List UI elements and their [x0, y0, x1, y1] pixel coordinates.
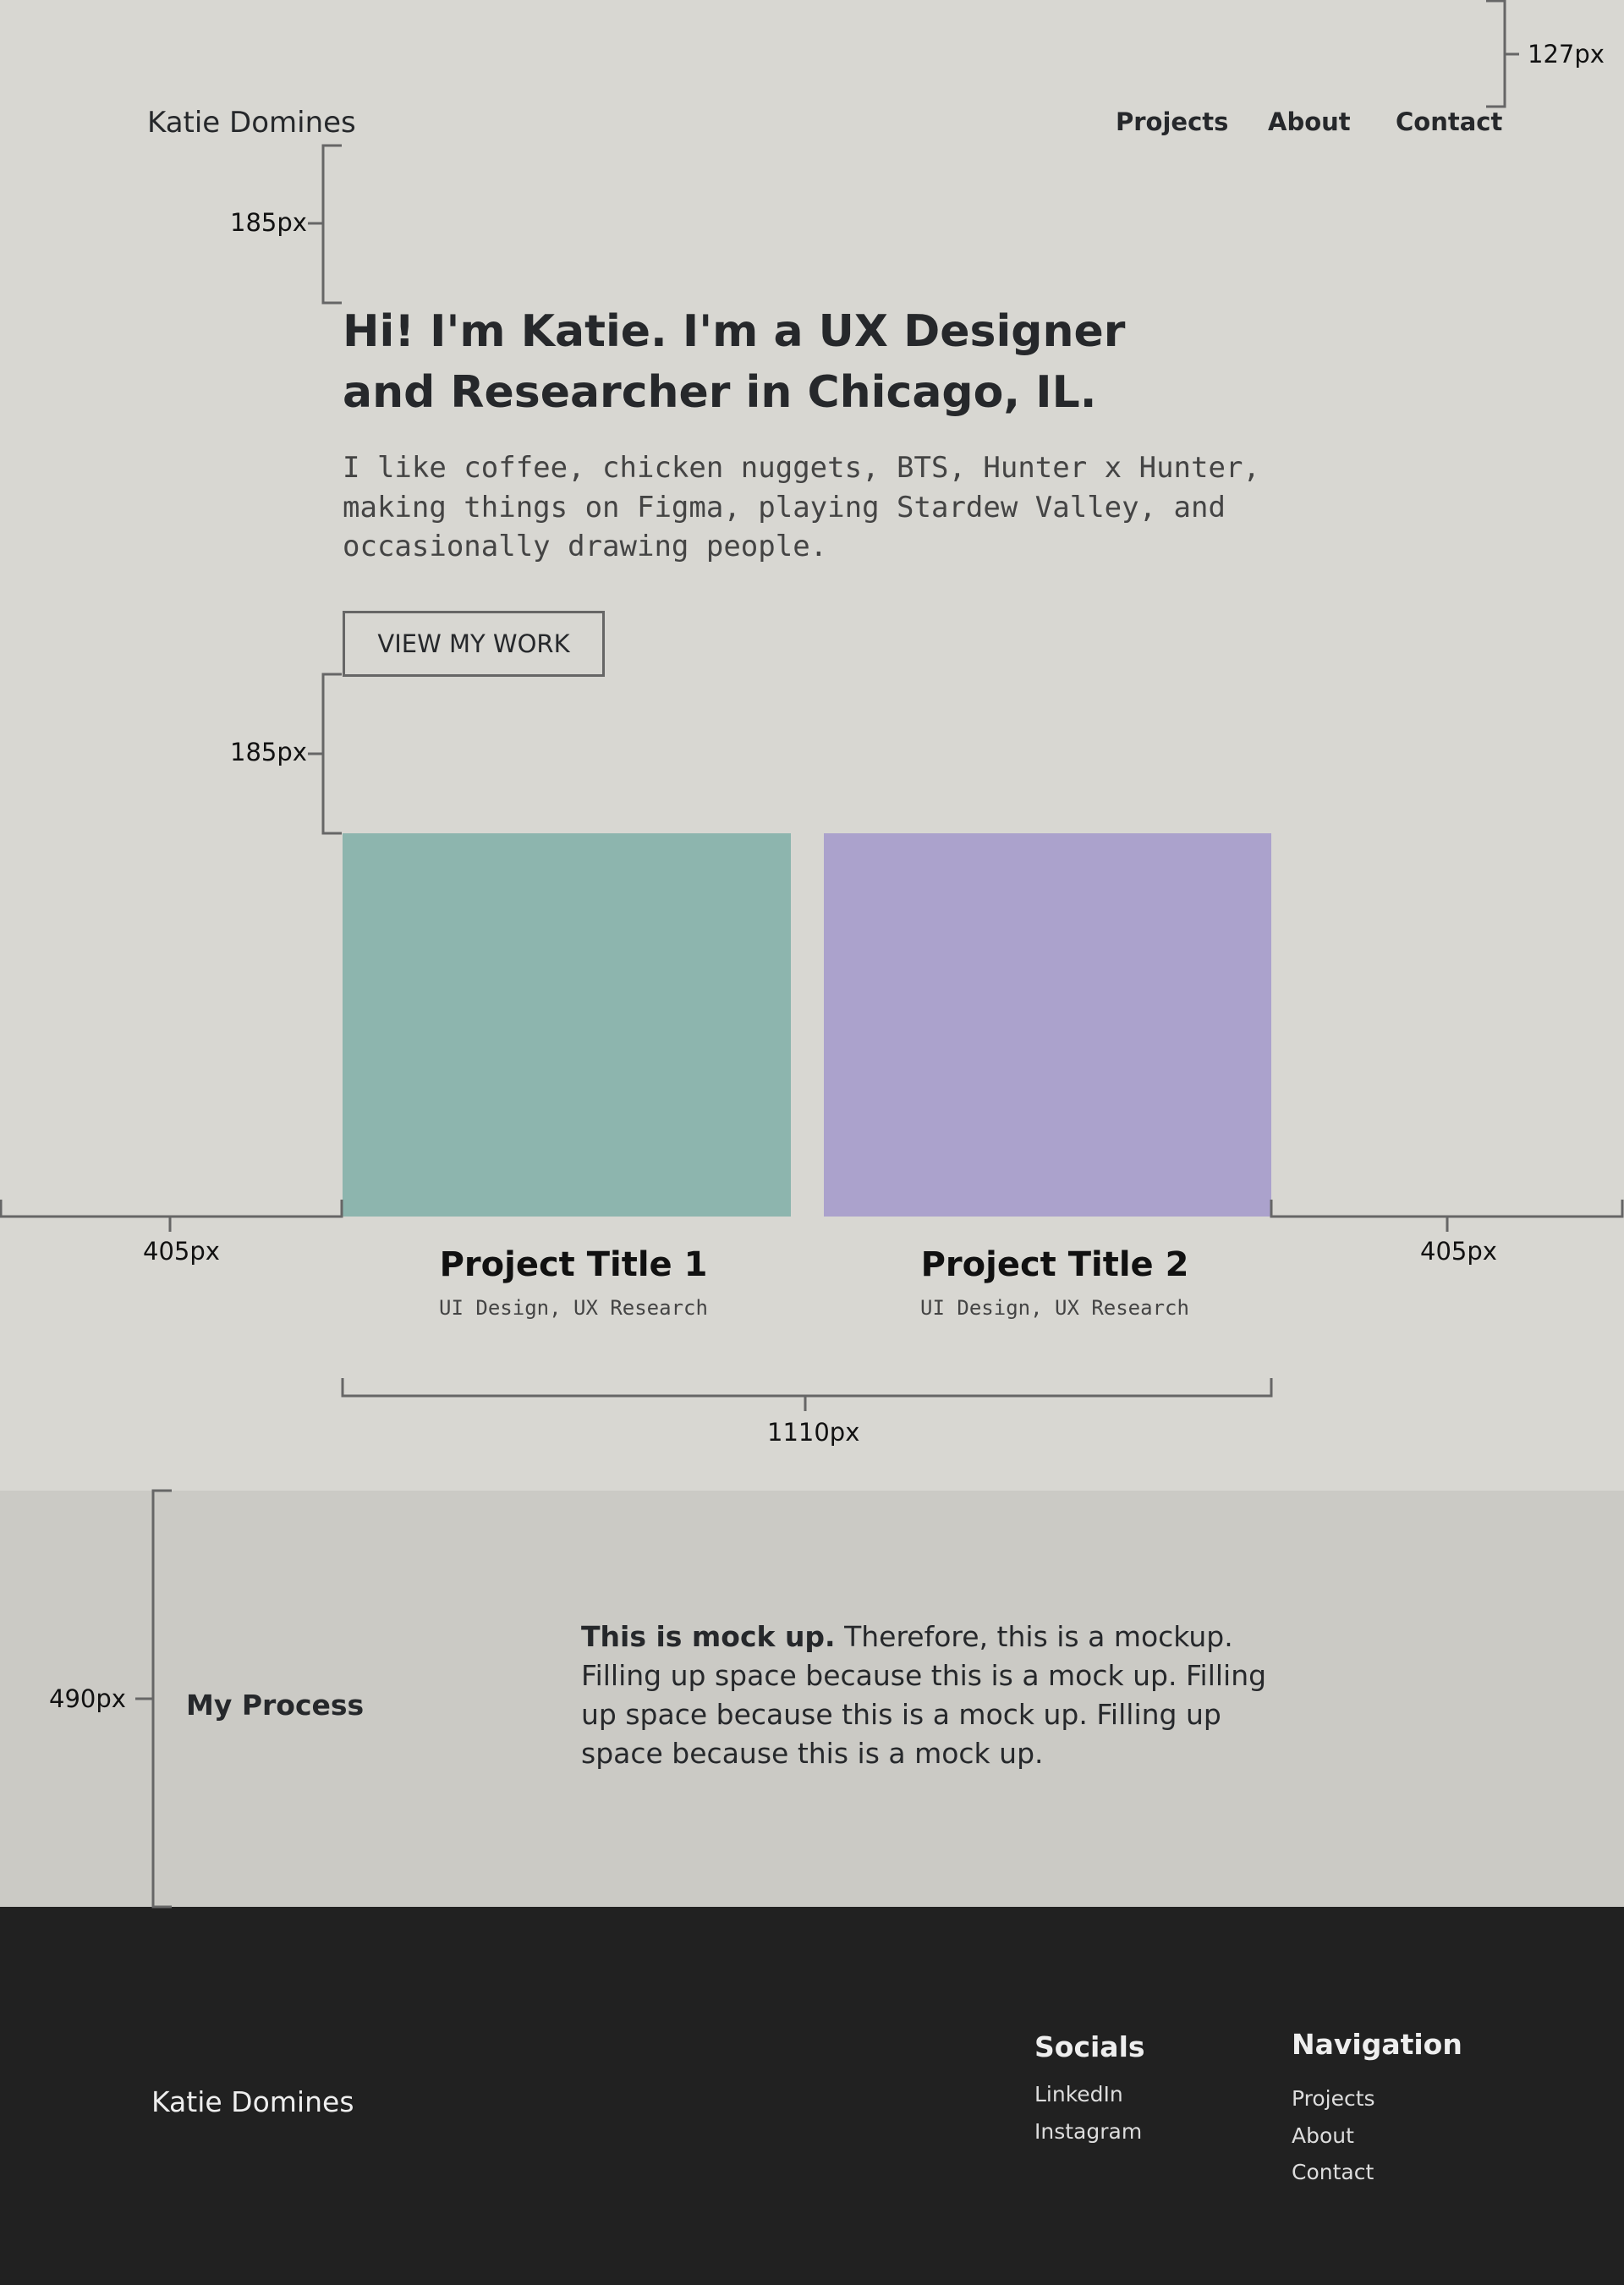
- bracket: [1270, 1200, 1624, 1232]
- process-section: [0, 1491, 1624, 1907]
- bracket: [135, 1489, 172, 1909]
- bracket: [308, 673, 342, 835]
- process-text: This is mock up. Therefore, this is a mo…: [581, 1618, 1283, 1773]
- hero-heading: and Researcher in Chicago, IL.: [343, 367, 1097, 418]
- process-bold: This is mock up.: [581, 1620, 836, 1653]
- view-work-button[interactable]: VIEW MY WORK: [343, 611, 605, 677]
- project-tags: UI Design, UX Research: [920, 1296, 1189, 1320]
- measurement-label: 185px: [230, 208, 307, 237]
- process-title: My Process: [186, 1689, 365, 1722]
- hero-intro: I like coffee, chicken nuggets, BTS, Hun…: [343, 451, 1260, 485]
- footer-heading: Navigation: [1292, 2028, 1462, 2061]
- process-body: Therefore, this is a mockup. Filling up …: [581, 1620, 1267, 1770]
- footer-link[interactable]: Projects: [1292, 2086, 1375, 2111]
- hero-intro: making things on Figma, playing Stardew …: [343, 491, 1226, 525]
- footer-heading: Socials: [1034, 2030, 1145, 2063]
- nav-link[interactable]: About: [1268, 107, 1351, 136]
- measurement-label: 405px: [1420, 1237, 1497, 1266]
- hero-heading: Hi! I'm Katie. I'm a UX Designer: [343, 306, 1126, 357]
- measurement-label: 127px: [1528, 40, 1605, 69]
- footer-link[interactable]: About: [1292, 2123, 1354, 2148]
- project-title[interactable]: Project Title 2: [920, 1245, 1189, 1284]
- measurement-label: 490px: [49, 1684, 126, 1713]
- project-card[interactable]: [343, 833, 791, 1217]
- project-tags: UI Design, UX Research: [439, 1296, 708, 1320]
- measurement-label: 405px: [143, 1237, 220, 1266]
- site-name[interactable]: Katie Domines: [147, 106, 356, 140]
- measurement-label: 1110px: [767, 1418, 860, 1447]
- nav-link[interactable]: Projects: [1116, 107, 1229, 136]
- footer-link[interactable]: Instagram: [1034, 2119, 1143, 2144]
- project-title[interactable]: Project Title 1: [439, 1245, 708, 1284]
- bracket: [308, 144, 342, 305]
- project-card[interactable]: [824, 833, 1271, 1217]
- footer-link[interactable]: Contact: [1292, 2160, 1374, 2184]
- bracket: [1486, 0, 1519, 108]
- hero-intro: occasionally drawing people.: [343, 530, 828, 563]
- bracket: [0, 1200, 343, 1232]
- footer-link[interactable]: LinkedIn: [1034, 2082, 1123, 2106]
- measurement-label: 185px: [230, 738, 307, 766]
- footer-name: Katie Domines: [151, 2085, 354, 2118]
- bracket: [341, 1378, 1273, 1411]
- footer: [0, 1907, 1624, 2285]
- button-label: VIEW MY WORK: [377, 629, 570, 658]
- nav-link[interactable]: Contact: [1396, 107, 1503, 136]
